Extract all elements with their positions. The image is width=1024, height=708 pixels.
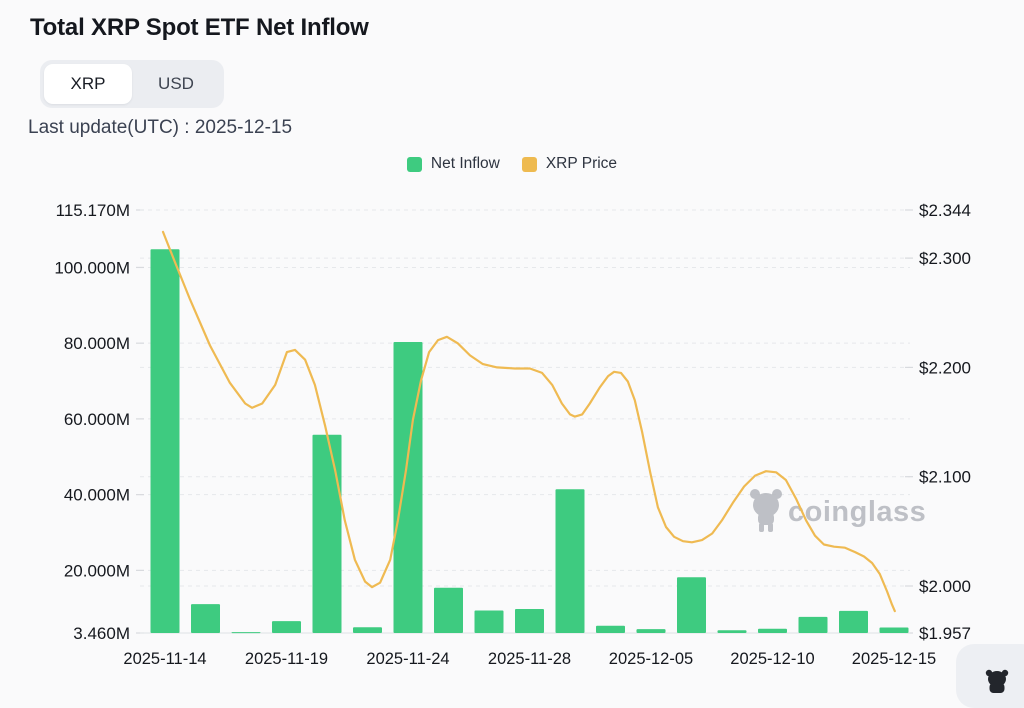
net-inflow-bar[interactable] — [353, 627, 382, 633]
x-axis-label: 2025-11-14 — [123, 650, 206, 668]
left-axis-label: 3.460M — [73, 624, 130, 643]
chart-canvas[interactable]: 115.170M 100.000M 80.000M 60.000M 40.000M 20.… — [0, 0, 1024, 691]
net-inflow-bar[interactable] — [515, 609, 544, 633]
left-axis-label: 100.000M — [54, 258, 130, 277]
right-axis-label: $2.300 — [919, 249, 971, 268]
watermark-text: coinglass — [788, 496, 926, 528]
left-axis-label: 80.000M — [64, 334, 130, 353]
x-axis-label: 2025-12-10 — [730, 650, 814, 668]
page-title: Total XRP Spot ETF Net Inflow — [30, 14, 369, 41]
net-inflow-bar[interactable] — [596, 625, 625, 633]
net-inflow-swatch — [406, 156, 422, 172]
x-axis-label: 2025-12-05 — [609, 650, 693, 668]
net-inflow-bar[interactable] — [150, 249, 180, 634]
net-inflow-bar[interactable] — [839, 610, 868, 633]
net-inflow-bar[interactable] — [636, 629, 666, 633]
net-inflow-bar[interactable] — [312, 434, 342, 633]
floating-coinglass-button[interactable] — [956, 644, 1024, 708]
right-axis-label: $1.957 — [919, 624, 971, 643]
coinglass-watermark: coinglass — [750, 489, 926, 532]
xrp-price-swatch — [521, 156, 537, 172]
right-axis-label: $2.000 — [919, 577, 971, 596]
left-axis-label: 20.000M — [64, 561, 130, 580]
legend-label-net-inflow: Net Inflow — [430, 155, 500, 172]
net-inflow-bar[interactable] — [191, 604, 220, 633]
x-axis-label: 2025-12-15 — [852, 650, 936, 668]
legend-item-net-inflow[interactable]: Net Inflow — [406, 155, 500, 173]
toggle-usd-button[interactable]: USD — [132, 64, 220, 104]
net-inflow-bar[interactable] — [434, 587, 463, 633]
net-inflow-bar[interactable] — [231, 632, 261, 634]
net-inflow-bar[interactable] — [717, 630, 747, 633]
net-inflow-bar[interactable] — [474, 610, 504, 634]
right-axis-label: $2.344 — [919, 201, 971, 220]
x-axis-label: 2025-11-24 — [366, 650, 449, 668]
xrp-price-line[interactable] — [161, 230, 896, 613]
legend-label-xrp-price: XRP Price — [545, 155, 618, 172]
toggle-xrp-button[interactable]: XRP — [44, 64, 132, 104]
x-axis-label: 2025-11-19 — [245, 650, 328, 668]
chart-root: 115.170M 100.000M 80.000M 60.000M 40.000M 20.… — [54, 201, 971, 668]
chart-legend: Net Inflow XRP Price — [0, 155, 1024, 173]
right-axis-label: $2.200 — [919, 358, 971, 377]
net-inflow-bar[interactable] — [272, 621, 301, 633]
x-axis-label: 2025-11-28 — [488, 650, 571, 668]
net-inflow-bar[interactable] — [798, 616, 828, 633]
last-update-text: Last update(UTC) : 2025-12-15 — [28, 117, 293, 138]
net-inflow-bar[interactable] — [758, 628, 787, 633]
right-axis-label: $2.100 — [919, 468, 971, 487]
legend-item-xrp-price[interactable]: XRP Price — [521, 155, 618, 173]
net-inflow-bar[interactable] — [879, 627, 909, 634]
net-inflow-bar[interactable] — [393, 342, 423, 633]
left-axis-label: 115.170M — [56, 201, 130, 220]
left-axis-label: 60.000M — [64, 410, 130, 429]
left-axis-label: 40.000M — [64, 486, 130, 505]
unit-toggle: XRP USD — [40, 60, 224, 108]
net-inflow-bar[interactable] — [555, 489, 585, 633]
net-inflow-bar[interactable] — [677, 577, 706, 633]
coinglass-logo-icon — [985, 669, 1009, 693]
